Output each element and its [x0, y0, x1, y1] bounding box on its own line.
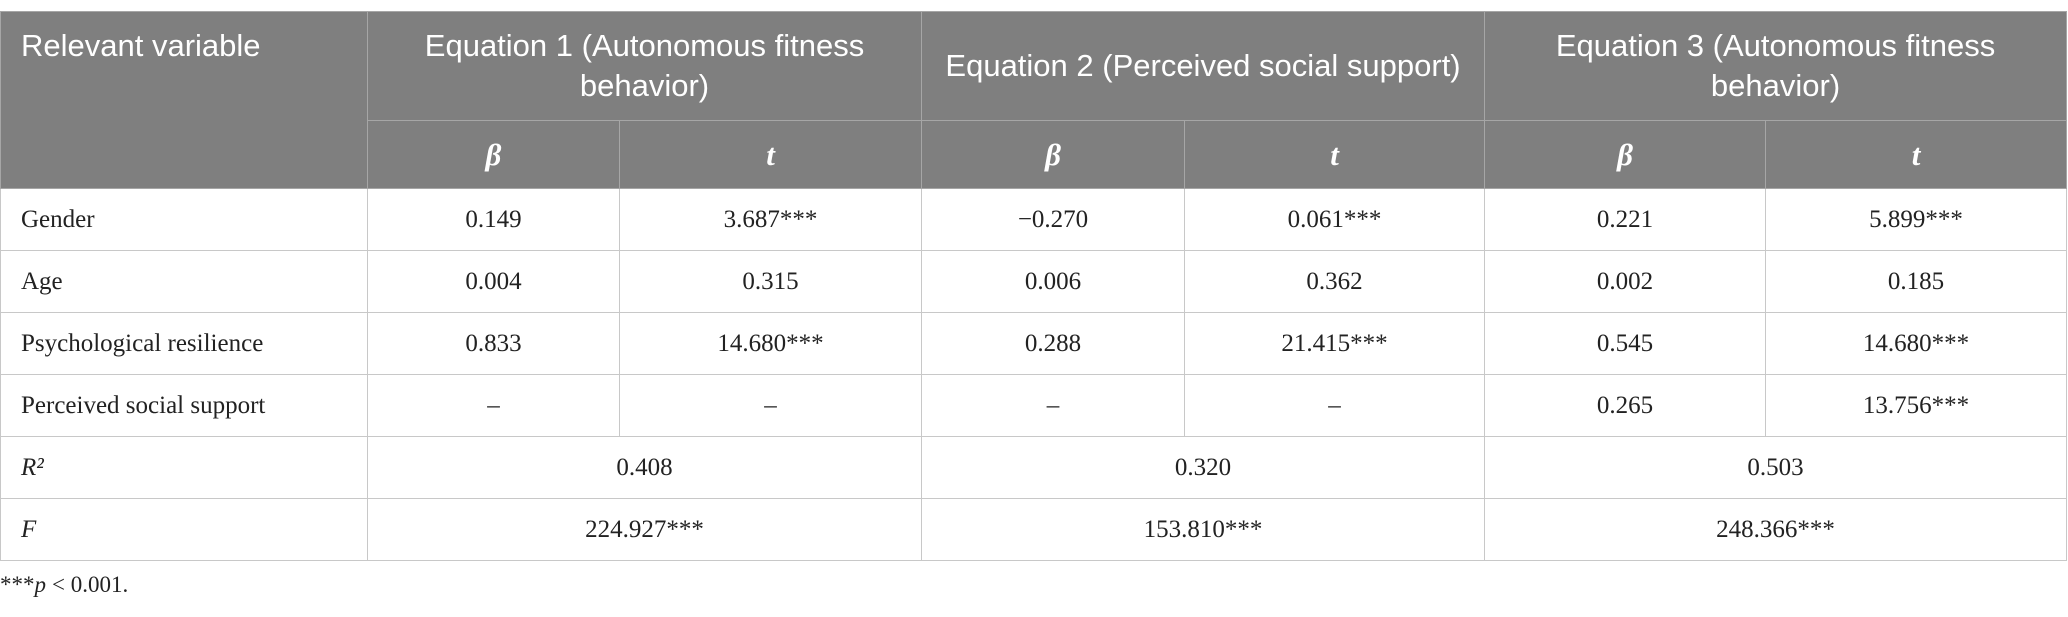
cell: 0.320: [921, 436, 1486, 499]
equation-header: Equation 1 (Autonomous fitness behavior): [366, 11, 923, 121]
cell: 0.833: [367, 312, 620, 375]
summary-row: R² 0.408 0.320 0.503: [0, 436, 2068, 499]
table-header: Relevant variable Equation 1 (Autonomous…: [0, 11, 2068, 189]
summary-row: F 224.927*** 153.810*** 248.366***: [0, 498, 2068, 561]
footnote-condition: < 0.001.: [52, 572, 129, 597]
header-row: Relevant variable Equation 1 (Autonomous…: [0, 11, 2068, 189]
cell: –: [618, 374, 923, 437]
row-label: R²: [0, 436, 368, 499]
cell: 0.004: [367, 250, 620, 313]
cell: 0.002: [1484, 250, 1767, 313]
cell: −0.270: [921, 188, 1186, 251]
cell: 0.315: [618, 250, 923, 313]
regression-table: Relevant variable Equation 1 (Autonomous…: [0, 11, 2068, 561]
cell: 0.503: [1484, 436, 2068, 499]
subheader: β: [921, 120, 1186, 189]
cell: 0.408: [366, 436, 923, 499]
cell: 3.687***: [618, 188, 923, 251]
cell: 0.006: [921, 250, 1186, 313]
subheader: β: [367, 120, 620, 189]
cell: 248.366***: [1484, 498, 2068, 561]
table-body: Gender 0.149 3.687*** −0.270 0.061*** 0.221 5.…: [0, 188, 2068, 561]
row-label: F: [0, 498, 368, 561]
cell: 0.362: [1184, 250, 1486, 313]
table-row: Gender 0.149 3.687*** −0.270 0.061*** 0.221 5.…: [0, 188, 2068, 251]
cell: 0.061***: [1184, 188, 1486, 251]
cell: 0.149: [367, 188, 620, 251]
cell: 224.927***: [366, 498, 923, 561]
equation-header: Equation 2 (Perceived social support): [921, 11, 1486, 121]
row-label: Gender: [0, 188, 368, 251]
row-label: Age: [0, 250, 368, 313]
cell: –: [367, 374, 620, 437]
row-label: Psychological resilience: [0, 312, 368, 375]
cell: 0.221: [1484, 188, 1767, 251]
cell: 0.545: [1484, 312, 1767, 375]
row-label: Perceived social support: [0, 374, 368, 437]
cell: 5.899***: [1765, 188, 2068, 251]
cell: 14.680***: [618, 312, 923, 375]
subheader: t: [1765, 120, 2068, 189]
cell: 0.185: [1765, 250, 2068, 313]
table-row: Psychological resilience 0.833 14.680*** 0.…: [0, 312, 2068, 375]
cell: 14.680***: [1765, 312, 2068, 375]
row-label-header: Relevant variable: [0, 11, 368, 189]
subheader: t: [618, 120, 923, 189]
cell: 0.265: [1484, 374, 1767, 437]
subheader: β: [1484, 120, 1767, 189]
cell: –: [1184, 374, 1486, 437]
cell: 21.415***: [1184, 312, 1486, 375]
equation-header: Equation 3 (Autonomous fitness behavior): [1484, 11, 2068, 121]
footnote: ***p < 0.001.: [0, 572, 128, 598]
cell: 13.756***: [1765, 374, 2068, 437]
cell: –: [921, 374, 1186, 437]
footnote-stars: ***: [0, 572, 35, 597]
table-row: Age 0.004 0.315 0.006 0.362 0.002 0.185: [0, 250, 2068, 313]
table-row: Perceived social support – – – –0.265 13.756*…: [0, 374, 2068, 437]
subheader: t: [1184, 120, 1486, 189]
cell: 153.810***: [921, 498, 1486, 561]
footnote-variable: p: [34, 572, 47, 597]
cell: 0.288: [921, 312, 1186, 375]
